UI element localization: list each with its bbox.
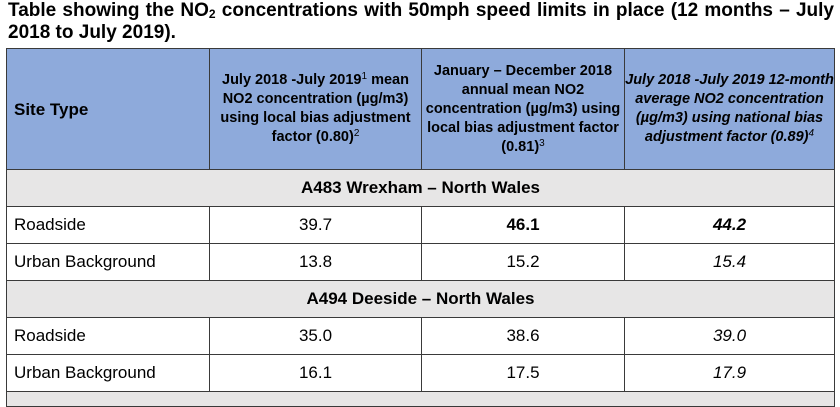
table-row: Urban Background 13.8 15.2 15.4 [6, 243, 835, 281]
value-cell-col1: 13.8 [209, 243, 422, 281]
value-cell-col2: 15.2 [421, 243, 625, 281]
site-type-cell: Roadside [6, 206, 210, 244]
table-row: Roadside 35.0 38.6 39.0 [6, 317, 835, 355]
header-col1-footnote-2: 2 [353, 128, 360, 139]
value-cell-col1: 16.1 [209, 354, 422, 392]
header-col2: January – December 2018 annual mean NO2 … [421, 48, 625, 170]
section-row-a483: A483 Wrexham – North Wales [6, 169, 835, 207]
header-site-type: Site Type [6, 48, 210, 170]
header-col3-text: July 2018 -July 2019 12-month average NO… [625, 72, 834, 145]
value-cell-col2: 38.6 [421, 317, 625, 355]
site-type-cell: Urban Background [6, 243, 210, 281]
caption-text-start: Table showing the NO [8, 0, 209, 21]
cutoff-cell [6, 391, 835, 407]
value-cell-col3: 39.0 [624, 317, 835, 355]
header-row: Site Type July 2018 -July 20191 mean NO2… [6, 48, 835, 170]
table-row: Urban Background 16.1 17.5 17.9 [6, 354, 835, 392]
section-title: A494 Deeside – North Wales [6, 280, 835, 318]
value-cell-col1: 39.7 [209, 206, 422, 244]
header-col3: July 2018 -July 2019 12-month average NO… [624, 48, 835, 170]
value-cell-col3: 17.9 [624, 354, 835, 392]
value-cell-col2: 17.5 [421, 354, 625, 392]
value-cell-col3: 15.4 [624, 243, 835, 281]
header-col2-text: January – December 2018 annual mean NO2 … [425, 62, 621, 155]
value-cell-col3: 44.2 [624, 206, 835, 244]
header-col1-footnote-1: 1 [361, 71, 368, 82]
table-caption: Table showing the NO2 concentrations wit… [8, 0, 834, 44]
caption-subscript: 2 [208, 7, 216, 21]
section-row-a494: A494 Deeside – North Wales [6, 280, 835, 318]
table-row: Roadside 39.7 46.1 44.2 [6, 206, 835, 244]
no2-concentration-table: Site Type July 2018 -July 20191 mean NO2… [6, 48, 835, 407]
header-col1-title: July 2018 -July 2019 [222, 72, 362, 88]
site-type-cell: Urban Background [6, 354, 210, 392]
header-col2-footnote: 3 [539, 137, 545, 149]
value-cell-col1: 35.0 [209, 317, 422, 355]
site-type-cell: Roadside [6, 317, 210, 355]
header-col1: July 2018 -July 20191 mean NO2 concentra… [209, 48, 422, 170]
next-section-row-cutoff [6, 391, 835, 407]
header-col3-footnote: 4 [808, 128, 815, 139]
caption-text-end: concentrations with 50mph speed limits i… [8, 0, 834, 43]
section-title: A483 Wrexham – North Wales [6, 169, 835, 207]
value-cell-col2: 46.1 [421, 206, 625, 244]
header-col1-desc: mean NO2 concentration (µg/m3) using loc… [220, 72, 411, 145]
